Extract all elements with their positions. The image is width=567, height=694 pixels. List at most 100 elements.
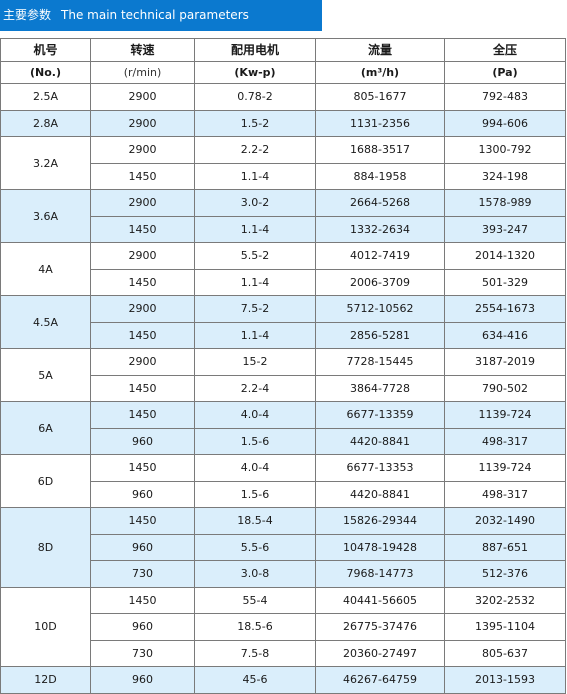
pressure-cell: 1395-1104 (444, 613, 566, 641)
section-title-bar: 主要参数 The main technical parameters (0, 0, 322, 31)
motor-cell: 18.5-6 (194, 613, 316, 641)
flow-cell: 4420-8841 (315, 480, 445, 508)
speed-cell: 1450 (90, 454, 195, 482)
flow-cell: 805-1677 (315, 83, 445, 111)
flow-cell: 3864-7728 (315, 374, 445, 402)
motor-cell: 0.78-2 (194, 83, 316, 111)
motor-cell: 7.5-8 (194, 639, 316, 667)
flow-cell: 884-1958 (315, 162, 445, 190)
speed-cell: 1450 (90, 507, 195, 535)
header-speed-unit: (r/min) (90, 60, 195, 84)
pressure-cell: 994-606 (444, 109, 566, 137)
speed-cell: 2900 (90, 295, 195, 323)
header-motor-unit: (Kw-p) (194, 60, 316, 84)
pressure-cell: 2554-1673 (444, 295, 566, 323)
header-speed: 转速 (90, 38, 195, 62)
motor-cell: 5.5-6 (194, 533, 316, 561)
model-cell: 5A (0, 348, 91, 402)
table-row: 730 3.0-8 7968-14773 512-376 (1, 560, 566, 588)
model-cell: 4A (0, 242, 91, 296)
speed-cell: 1450 (90, 268, 195, 296)
table-row: 12D 960 45-6 46267-64759 2013-1593 (0, 666, 566, 694)
header-flow: 流量 (315, 38, 445, 62)
table-row: 730 7.5-8 20360-27497 805-637 (1, 639, 566, 667)
flow-cell: 1131-2356 (315, 109, 445, 137)
speed-cell: 2900 (90, 83, 195, 111)
flow-cell: 40441-56605 (315, 586, 445, 614)
table-row: 1450 1.1-4 2006-3709 501-329 (1, 268, 566, 296)
speed-cell: 960 (90, 533, 195, 561)
table-row: 4.5A 2900 7.5-2 5712-10562 2554-1673 (0, 295, 566, 349)
speed-cell: 2900 (90, 242, 195, 270)
header-flow-unit: (m³/h) (315, 60, 445, 84)
header-motor: 配用电机 (194, 38, 316, 62)
motor-cell: 1.5-6 (194, 480, 316, 508)
pressure-cell: 805-637 (444, 639, 566, 667)
motor-cell: 1.1-4 (194, 321, 316, 349)
speed-cell: 1450 (90, 321, 195, 349)
model-cell: 3.2A (0, 136, 91, 190)
pressure-cell: 501-329 (444, 268, 566, 296)
speed-cell: 730 (90, 560, 195, 588)
motor-cell: 1.5-6 (194, 427, 316, 455)
flow-cell: 2006-3709 (315, 268, 445, 296)
speed-cell: 1450 (90, 215, 195, 243)
pressure-cell: 2014-1320 (444, 242, 566, 270)
motor-cell: 2.2-2 (194, 136, 316, 164)
model-cell: 6D (0, 454, 91, 508)
flow-cell: 2856-5281 (315, 321, 445, 349)
motor-cell: 1.1-4 (194, 268, 316, 296)
motor-cell: 1.1-4 (194, 162, 316, 190)
motor-cell: 15-2 (194, 348, 316, 376)
pressure-cell: 324-198 (444, 162, 566, 190)
speed-cell: 1450 (90, 162, 195, 190)
table-row: 1450 1.1-4 2856-5281 634-416 (1, 321, 566, 349)
motor-cell: 4.0-4 (194, 401, 316, 429)
model-cell: 6A (0, 401, 91, 455)
table-row: 3.6A 2900 3.0-2 2664-5268 1578-989 (0, 189, 566, 243)
speed-cell: 960 (90, 480, 195, 508)
flow-cell: 7728-15445 (315, 348, 445, 376)
flow-cell: 46267-64759 (315, 666, 445, 694)
speed-cell: 730 (90, 639, 195, 667)
flow-cell: 20360-27497 (315, 639, 445, 667)
pressure-cell: 512-376 (444, 560, 566, 588)
flow-cell: 10478-19428 (315, 533, 445, 561)
table-row: 10D 1450 55-4 40441-56605 3202-2532 (0, 586, 566, 667)
motor-cell: 7.5-2 (194, 295, 316, 323)
flow-cell: 7968-14773 (315, 560, 445, 588)
header-row-names: 机号 转速 配用电机 流量 全压 (0, 38, 566, 62)
flow-cell: 6677-13353 (315, 454, 445, 482)
table-row: 4A 2900 5.5-2 4012-7419 2014-1320 (0, 242, 566, 296)
motor-cell: 55-4 (194, 586, 316, 614)
table-row: 1450 2.2-4 3864-7728 790-502 (1, 374, 566, 402)
pressure-cell: 2032-1490 (444, 507, 566, 535)
pressure-cell: 1300-792 (444, 136, 566, 164)
motor-cell: 1.1-4 (194, 215, 316, 243)
model-cell: 3.6A (0, 189, 91, 243)
table-row: 5A 2900 15-2 7728-15445 3187-2019 (0, 348, 566, 402)
motor-cell: 1.5-2 (194, 109, 316, 137)
flow-cell: 26775-37476 (315, 613, 445, 641)
motor-cell: 5.5-2 (194, 242, 316, 270)
speed-cell: 1450 (90, 401, 195, 429)
pressure-cell: 2013-1593 (444, 666, 566, 694)
table-row: 960 1.5-6 4420-8841 498-317 (1, 480, 566, 508)
table-row: 1450 1.1-4 884-1958 324-198 (1, 162, 566, 190)
motor-cell: 3.0-8 (194, 560, 316, 588)
table-row: 3.2A 2900 2.2-2 1688-3517 1300-792 (0, 136, 566, 190)
table-row: 6D 1450 4.0-4 6677-13353 1139-724 (0, 454, 566, 508)
pressure-cell: 790-502 (444, 374, 566, 402)
header-pressure-unit: (Pa) (444, 60, 566, 84)
pressure-cell: 393-247 (444, 215, 566, 243)
table-row: 8D 1450 18.5-4 15826-29344 2032-1490 (0, 507, 566, 588)
header-model-unit: (No.) (0, 60, 91, 84)
model-cell: 2.8A (0, 109, 91, 137)
model-cell: 10D (0, 586, 91, 667)
table-row: 2.8A 2900 1.5-2 1131-2356 994-606 (0, 109, 566, 137)
header-model: 机号 (0, 38, 91, 62)
table-row: 960 5.5-6 10478-19428 887-651 (1, 533, 566, 561)
flow-cell: 15826-29344 (315, 507, 445, 535)
speed-cell: 2900 (90, 136, 195, 164)
pressure-cell: 498-317 (444, 427, 566, 455)
